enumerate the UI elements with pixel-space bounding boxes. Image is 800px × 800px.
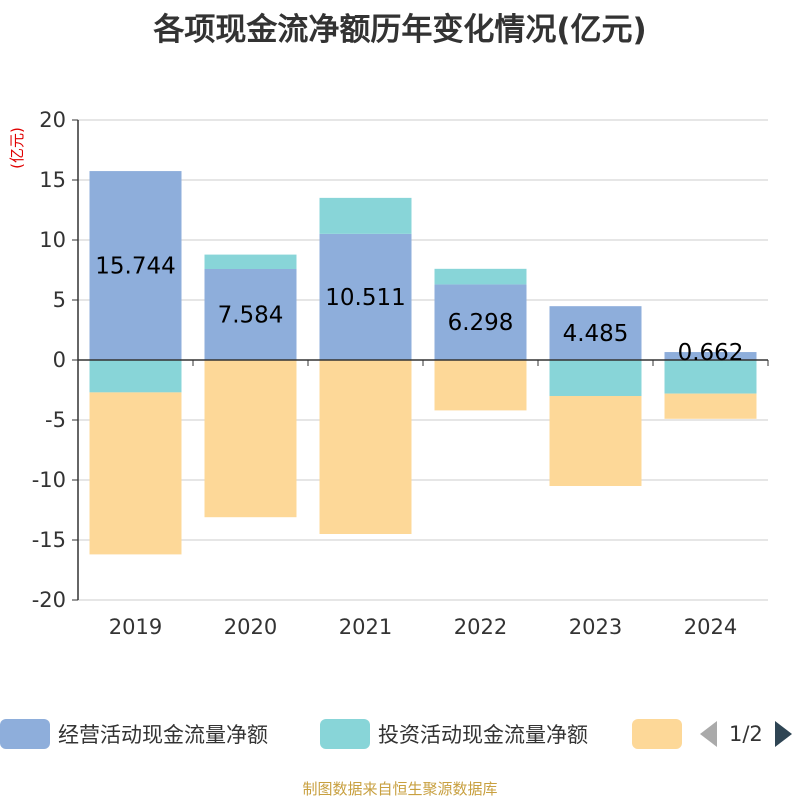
- legend-prev-icon[interactable]: [700, 721, 717, 747]
- data-label: 4.485: [563, 321, 629, 347]
- bar-s0-2019[interactable]: [89, 171, 182, 360]
- bar-s1-2020[interactable]: [204, 254, 297, 269]
- data-labels-layer: 15.744 7.584 10.511 6.298 4.485 0.662: [95, 254, 743, 366]
- legend-swatch-operating: [0, 719, 50, 749]
- legend: 经营活动现金流量净额 投资活动现金流量净额: [0, 716, 800, 756]
- legend-swatch-financing: [632, 719, 682, 749]
- legend-item-financing[interactable]: [632, 716, 690, 752]
- chart-title: 各项现金流净额历年变化情况(亿元): [153, 12, 647, 48]
- bar-s2-2021[interactable]: [319, 360, 412, 534]
- legend-page-indicator: 1/2: [729, 722, 763, 746]
- bar-s0-2024[interactable]: [664, 352, 757, 360]
- bars-layer: [89, 171, 757, 555]
- y-tick-label: 20: [39, 108, 66, 132]
- y-tick-label: 0: [53, 348, 66, 372]
- x-tick-label: 2021: [339, 615, 392, 639]
- legend-item-investing[interactable]: 投资活动现金流量净额: [320, 716, 588, 752]
- data-source-note: 制图数据来自恒生聚源数据库: [302, 780, 498, 798]
- data-label: 15.744: [95, 254, 175, 280]
- x-tick-label: 2023: [569, 615, 622, 639]
- x-tick-label: 2020: [224, 615, 277, 639]
- y-tick-label: -15: [32, 528, 66, 552]
- x-tick-label: 2024: [684, 615, 737, 639]
- bar-s2-2022[interactable]: [434, 360, 527, 411]
- bar-chart: 20 15 10 5 0 -5 -10 -15 -20 2019 2020 2021 2022 2023 2…: [8, 108, 769, 639]
- legend-swatch-investing: [320, 719, 370, 749]
- bar-s2-2020[interactable]: [204, 360, 297, 518]
- grid-lines: [78, 119, 768, 601]
- bar-s2-2024[interactable]: [664, 393, 757, 419]
- y-tick-label: -5: [45, 408, 66, 432]
- bar-s0-2023[interactable]: [549, 306, 642, 360]
- y-tick-label: -20: [32, 588, 66, 612]
- y-tick-label: 15: [39, 168, 66, 192]
- bar-s1-2023[interactable]: [549, 360, 642, 396]
- legend-label-operating: 经营活动现金流量净额: [58, 723, 268, 747]
- legend-next-icon[interactable]: [774, 721, 792, 747]
- x-tick-label: 2022: [454, 615, 507, 639]
- bar-s1-2022[interactable]: [434, 268, 527, 285]
- bar-s1-2019[interactable]: [89, 360, 182, 393]
- data-label: 0.662: [678, 340, 744, 366]
- bar-s0-2020[interactable]: [204, 268, 297, 360]
- legend-label-investing: 投资活动现金流量净额: [378, 723, 588, 747]
- y-tick-label: 10: [39, 228, 66, 252]
- legend-item-operating[interactable]: 经营活动现金流量净额: [0, 716, 268, 752]
- data-label: 7.584: [218, 302, 284, 328]
- y-tick-label: -10: [32, 468, 66, 492]
- bar-s1-2024[interactable]: [664, 360, 757, 394]
- bar-s0-2021[interactable]: [319, 233, 412, 360]
- x-tick-label: 2019: [109, 615, 162, 639]
- bar-s2-2019[interactable]: [89, 392, 182, 555]
- bar-s0-2022[interactable]: [434, 284, 527, 360]
- axes: 20 15 10 5 0 -5 -10 -15 -20 2019 2020 2021 2022 2023 2…: [32, 108, 769, 639]
- legend-pager: 1/2: [700, 716, 792, 752]
- y-axis-unit-label: (亿元): [8, 127, 26, 169]
- y-tick-label: 5: [53, 288, 66, 312]
- data-label: 10.511: [325, 285, 405, 311]
- data-label: 6.298: [448, 310, 514, 336]
- bar-s1-2021[interactable]: [319, 197, 412, 234]
- bar-s2-2023[interactable]: [549, 396, 642, 486]
